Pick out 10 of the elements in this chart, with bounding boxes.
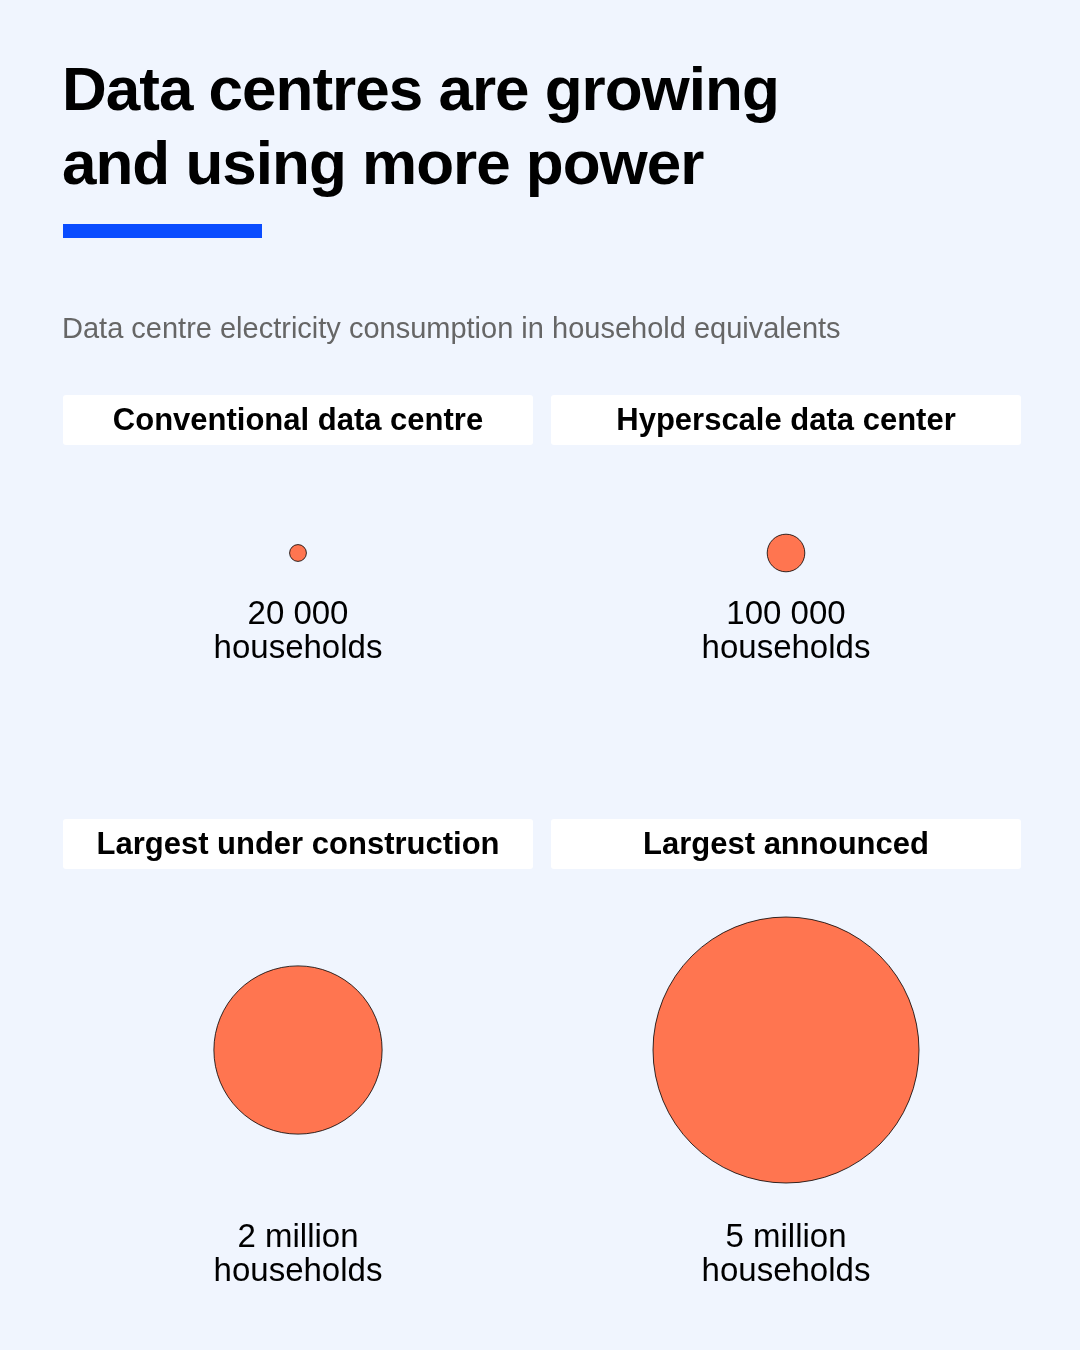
category-label: Conventional data centre [63, 395, 533, 445]
data-label: 5 million households [701, 1216, 871, 1288]
category-label: Largest announced [551, 819, 1021, 869]
category-label: Hyperscale data center [551, 395, 1021, 445]
data-label: 20 000 households [213, 593, 383, 665]
data-label: 100 000 households [701, 593, 871, 665]
text: Data centres are growing and using more power [62, 53, 780, 199]
data-label: 2 million households [213, 1216, 383, 1288]
text: Data centre electricity consumption in household equivalents [62, 312, 841, 345]
category-label: Largest under construction [63, 819, 533, 869]
